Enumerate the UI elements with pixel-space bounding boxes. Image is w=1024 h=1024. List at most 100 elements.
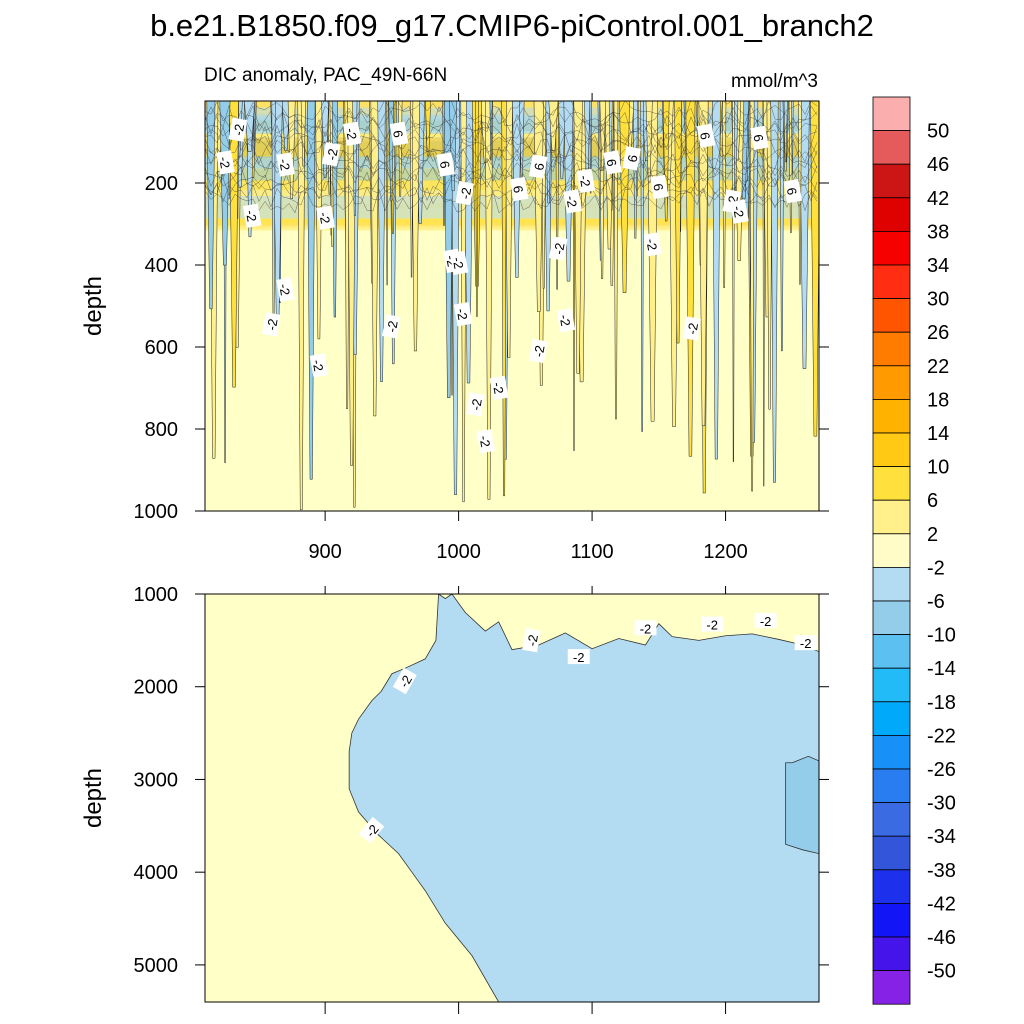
upper-contour-label: -2 <box>243 203 262 228</box>
upper-contour-label: -2 <box>228 117 247 142</box>
lower-negative-region <box>348 594 819 1002</box>
upper-contour-line <box>205 110 818 136</box>
upper-contour-label: -2 <box>310 353 329 378</box>
colorbar-cell <box>872 130 911 165</box>
colorbar-cell <box>872 533 911 568</box>
colorbar-tick-label: -22 <box>927 725 956 747</box>
upper-anomaly-streak <box>674 101 682 344</box>
upper-anomaly-streak <box>749 101 755 492</box>
upper-contour-label: -2 <box>476 429 496 454</box>
upper-anomaly-streak <box>558 101 566 179</box>
svg-text:6: 6 <box>784 186 800 196</box>
upper-contour-line <box>205 122 818 148</box>
svg-text:6: 6 <box>625 154 641 164</box>
lower-contour-label: -2 <box>522 628 541 653</box>
upper-anomaly-streak <box>501 101 507 497</box>
upper-contour-label: 6 <box>389 121 409 146</box>
upper-contour-line <box>205 188 818 214</box>
lower-contour-label: -2 <box>794 635 817 651</box>
lower-x-axis <box>324 586 727 1014</box>
upper-anomaly-streak <box>206 101 216 310</box>
colorbar-tick-label: -18 <box>927 692 956 714</box>
lower-y-tick-label: 2000 <box>134 677 179 699</box>
svg-text:-2: -2 <box>450 256 467 270</box>
colorbar-cell <box>872 701 911 736</box>
svg-text:-2: -2 <box>276 283 293 297</box>
colorbar-cell <box>872 466 911 501</box>
upper-contour-label: 6 <box>509 176 529 202</box>
colorbar-tick-label: -42 <box>927 893 956 915</box>
svg-text:6: 6 <box>390 129 406 139</box>
colorbar-tick-label: 2 <box>927 524 938 546</box>
colorbar-tick-label: 14 <box>927 423 949 445</box>
upper-contour-label: -2 <box>557 308 576 333</box>
upper-anomaly-streak <box>229 101 239 388</box>
upper-plot-frame <box>204 100 820 512</box>
upper-contour-label: -2 <box>643 232 662 257</box>
upper-x-axis: 900 1000 1100 1200 <box>308 93 748 563</box>
upper-anomaly-streak <box>640 101 644 432</box>
svg-text:-2: -2 <box>316 211 333 225</box>
upper-contour-line <box>205 101 818 124</box>
upper-contour-label: -2 <box>466 392 485 417</box>
upper-contour-line <box>205 152 818 177</box>
svg-text:-2: -2 <box>216 156 233 170</box>
colorbar-tick-label: 34 <box>927 255 949 277</box>
upper-contour-label: -2 <box>261 312 281 337</box>
colorbar-cell <box>872 634 911 669</box>
lower-y-tick-label: 5000 <box>134 955 179 977</box>
upper-contour-label: 6 <box>528 154 548 179</box>
svg-text:-2: -2 <box>706 618 718 633</box>
colorbar-cell <box>872 197 911 232</box>
upper-contour-label: -2 <box>216 150 235 175</box>
colorbar-cell <box>872 600 911 635</box>
svg-text:-2: -2 <box>684 322 701 336</box>
upper-contour-line <box>205 140 818 166</box>
upper-contour-line <box>205 164 818 190</box>
upper-anomaly-streak <box>463 101 474 384</box>
svg-text:-2: -2 <box>573 650 585 665</box>
colorbar-tick-label: -34 <box>927 826 956 848</box>
upper-anomaly-streak <box>307 101 316 480</box>
upper-contour-label: 6 <box>622 146 641 171</box>
colorbar-tick-label: -38 <box>927 860 956 882</box>
upper-anomaly-streak <box>370 101 379 417</box>
upper-anomaly-streak <box>281 101 291 151</box>
upper-anomaly-streak <box>321 101 329 178</box>
svg-text:-2: -2 <box>476 434 493 448</box>
upper-contour-line <box>205 116 818 142</box>
upper-y-axis-label: depth <box>80 276 107 336</box>
upper-x-tick-label: 1100 <box>571 541 614 563</box>
lower-contour-label: -2 <box>754 612 777 629</box>
svg-text:-2: -2 <box>276 158 293 172</box>
upper-anomaly-streak <box>589 101 592 194</box>
colorbar-tick-label: -46 <box>927 927 956 949</box>
lower-plot-frame <box>204 593 820 1003</box>
lower-y-axis-label: depth <box>80 768 107 828</box>
colorbar: 50 46 42 38 34 30 26 22 18 14 10 6 2 -2 -6 -10 -14 -18 -22… <box>872 96 956 1005</box>
colorbar-cell <box>872 298 911 333</box>
svg-text:-2: -2 <box>324 147 341 161</box>
upper-anomaly-streak <box>698 101 709 427</box>
upper-anomaly-streak <box>297 101 306 511</box>
colorbar-cell <box>872 936 911 971</box>
lower-panel: -2 -2 -2 -2 -2 -2 -2 -2 1000 2000 3000 4000 5000 de… <box>80 584 829 1014</box>
upper-anomaly-streak <box>555 101 559 290</box>
lower-deep-negative-patch <box>785 755 819 855</box>
colorbar-tick-label: -50 <box>927 961 956 983</box>
upper-anomaly-streak <box>377 101 386 382</box>
subtitle-right: mmol/m^3 <box>731 71 818 92</box>
upper-panel: -26-2-2-26-2-266-2-2666-266-2-2-2-2-2-2-… <box>80 93 829 563</box>
upper-y-tick-label: 800 <box>145 419 178 441</box>
lower-contour-label: -2 <box>701 616 724 633</box>
upper-contour-label: -2 <box>682 316 701 341</box>
colorbar-cell <box>872 768 911 803</box>
upper-y-axis: 200 400 600 800 1000 <box>134 173 829 523</box>
lower-contour-label: -2 <box>634 620 657 636</box>
upper-contour-label: -2 <box>276 152 295 177</box>
svg-text:6: 6 <box>750 133 766 143</box>
upper-contour-line <box>205 104 818 130</box>
upper-anomaly-streak <box>485 101 493 500</box>
svg-text:-2: -2 <box>384 320 401 334</box>
upper-contour-label: -2 <box>316 205 335 230</box>
